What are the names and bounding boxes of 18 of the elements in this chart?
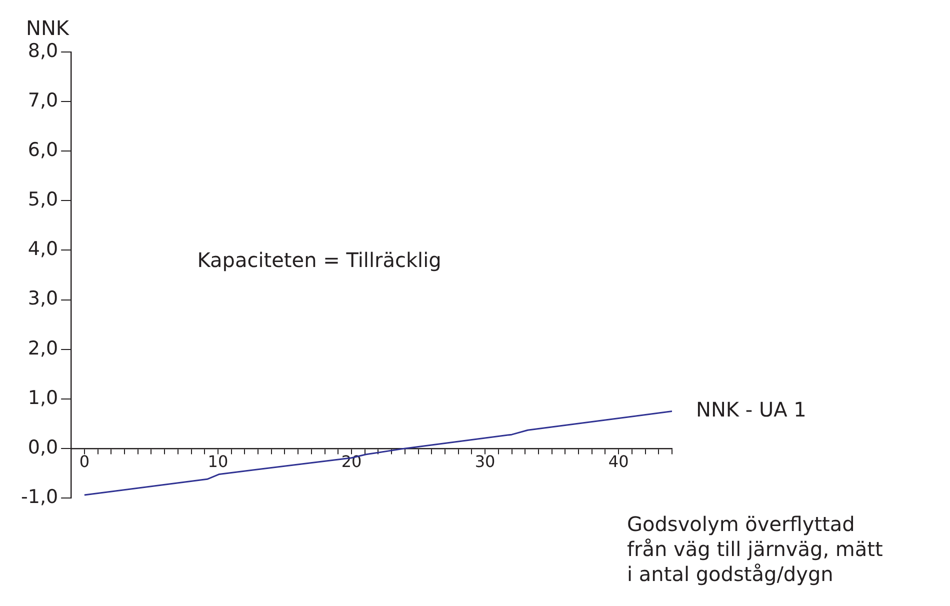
y-tick-label: -1,0 [20, 486, 58, 508]
x-axis-title: Godsvolym överflyttad från väg till järnväg, mätt i antal godståg/dygn [627, 512, 884, 586]
y-tick-label: 0,0 [28, 436, 58, 458]
y-tick-label: 7,0 [28, 89, 58, 112]
x-tick-label: 10 [208, 452, 228, 472]
y-axis-title: NNK [26, 16, 70, 40]
x-tick-label: 40 [608, 452, 629, 472]
x-tick-label: 0 [79, 452, 90, 472]
y-tick-label: 5,0 [28, 188, 58, 211]
y-tick-label: 6,0 [28, 139, 58, 162]
x-tick-label: 30 [474, 452, 496, 472]
y-tick-label: 2,0 [28, 337, 58, 360]
y-tick-label: 3,0 [28, 288, 58, 310]
y-tick-label: 1,0 [28, 386, 58, 409]
series-label: NNK - UA 1 [696, 397, 806, 422]
annotation: Kapaciteten = Tillräcklig [197, 248, 442, 272]
y-tick-label: 4,0 [28, 238, 58, 260]
y-tick-label: 8,0 [28, 40, 58, 62]
